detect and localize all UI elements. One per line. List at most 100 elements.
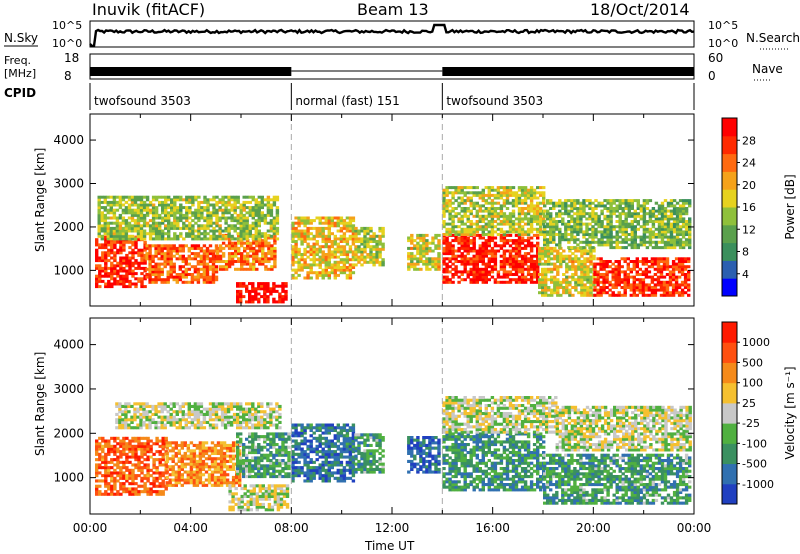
cell-r1	[169, 249, 173, 253]
cell-r11	[665, 280, 670, 284]
cell-r6	[381, 234, 385, 238]
cell-r12	[657, 235, 662, 239]
cell-r11	[632, 283, 636, 287]
cell-r3	[284, 295, 288, 299]
cell-r9	[451, 193, 455, 197]
cell-r8	[505, 260, 510, 263]
cell-r12	[627, 222, 631, 226]
cell-r2	[273, 246, 277, 250]
cell-r4	[257, 208, 261, 212]
cell-r12	[624, 246, 628, 250]
cell-r8	[499, 244, 504, 248]
cell-r8	[484, 280, 488, 284]
cell-r4	[167, 219, 171, 223]
cell-r11	[662, 267, 667, 271]
cell-r4	[133, 211, 138, 215]
cell-r1	[198, 465, 203, 469]
cell-r5	[315, 271, 319, 275]
cell-r12	[633, 214, 637, 218]
cell-r9	[511, 201, 516, 205]
cell-r2	[230, 254, 235, 258]
cell-r12	[561, 207, 565, 210]
cell-r12	[615, 238, 619, 242]
cell-r10	[583, 262, 587, 266]
cell-r10	[541, 280, 545, 284]
cell-r9	[493, 212, 498, 216]
cell-r6	[354, 234, 358, 238]
cell-r12	[612, 240, 616, 244]
cell-r2	[264, 244, 268, 248]
cell-r12	[546, 199, 550, 203]
cell-r9	[466, 209, 470, 213]
cell-r11	[644, 288, 649, 292]
cell-r4	[176, 224, 180, 228]
cell-r4	[203, 224, 207, 228]
cell-r4	[221, 213, 225, 217]
cell-r1	[211, 252, 216, 256]
cell-r10	[574, 288, 578, 292]
cell-r7	[407, 262, 411, 266]
cell-r11	[668, 280, 673, 284]
cell-r12	[594, 207, 598, 210]
cell-r1	[181, 260, 185, 263]
cell-r10	[586, 293, 590, 297]
cell-r1	[175, 275, 179, 279]
cell-r4	[97, 208, 101, 212]
cell-r2	[240, 262, 244, 266]
cell-r0	[98, 269, 102, 273]
cell-r0	[137, 490, 141, 494]
cell-r12	[630, 243, 634, 247]
cell-r0	[95, 492, 99, 496]
cell-r11	[656, 283, 661, 287]
cell-r12	[630, 246, 634, 250]
cell-r0	[101, 259, 105, 263]
cell-r4	[127, 206, 132, 210]
cell-r5	[342, 240, 347, 243]
cell-r12	[582, 199, 586, 203]
cell-r4	[176, 219, 180, 223]
cell-r4	[185, 216, 189, 220]
cell-r10	[586, 260, 590, 263]
cell-r8	[502, 254, 507, 258]
cell-r9	[469, 220, 473, 223]
cell-r0	[131, 261, 135, 265]
cell-r10	[553, 262, 557, 266]
cell-r5	[309, 232, 313, 236]
cell-r7	[422, 233, 426, 237]
cell-r11	[632, 260, 636, 263]
cell-r0	[95, 450, 99, 454]
cell-r5	[291, 226, 295, 230]
cell-r7	[431, 257, 435, 261]
cell-r12	[660, 238, 665, 242]
cell-r5	[348, 224, 353, 228]
cell-r0	[152, 466, 156, 470]
cell-r12	[642, 201, 647, 205]
cell-r8	[466, 246, 470, 250]
cell-r6	[360, 240, 364, 243]
cell-r2	[252, 239, 256, 243]
cell-r0	[149, 482, 153, 486]
cell-r9	[490, 204, 495, 208]
cell-r12	[636, 243, 640, 247]
cell-r4	[191, 198, 195, 202]
cell-r9	[529, 230, 534, 234]
cell-r12	[618, 227, 622, 231]
cell-r5	[321, 229, 325, 233]
cell-r5	[327, 237, 331, 241]
cell-r9	[529, 209, 534, 213]
colorbar-swatch-2	[722, 242, 737, 261]
cell-r9	[499, 191, 504, 195]
cell-r4	[200, 237, 204, 241]
cell-r1	[154, 273, 158, 276]
cell-r0	[119, 466, 123, 470]
cell-r1	[157, 275, 161, 279]
cell-r10	[589, 262, 593, 266]
cell-r1	[201, 467, 206, 471]
cell-r6	[381, 232, 385, 236]
cell-r9	[502, 212, 507, 216]
cell-r0	[104, 238, 108, 242]
cell-r5	[342, 253, 347, 256]
cell-r1	[189, 457, 194, 461]
cell-r10	[550, 278, 554, 282]
cell-r9	[442, 212, 446, 216]
